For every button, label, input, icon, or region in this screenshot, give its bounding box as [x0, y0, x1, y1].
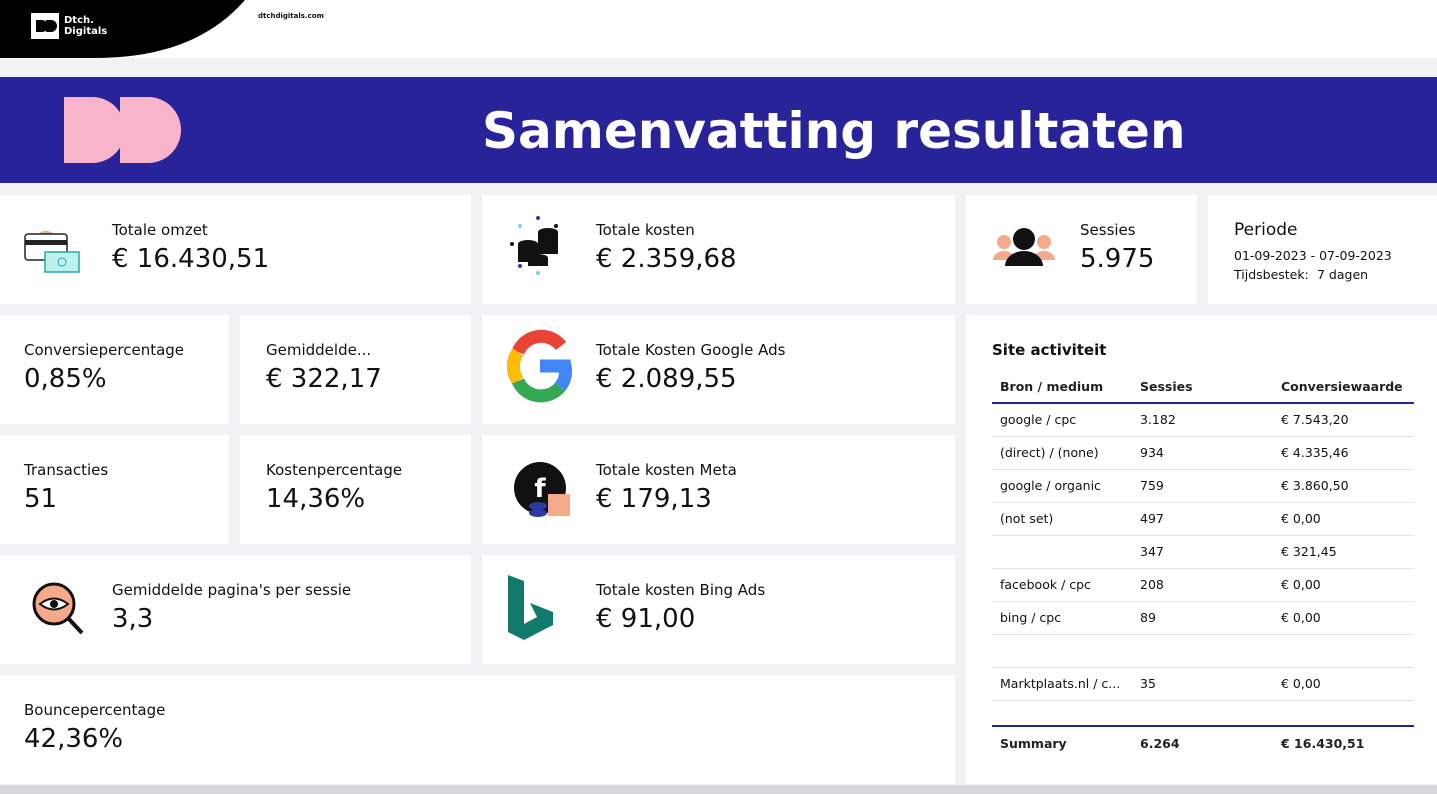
kpi-card: Totale kosten € 2.359,68 — [482, 195, 955, 304]
kpi-label: Totale kosten Meta — [596, 461, 737, 479]
kpi-label: Bouncepercentage — [24, 701, 166, 719]
summary-cell: € 16.430,51 — [1281, 736, 1365, 751]
row-rule — [992, 700, 1414, 701]
kpi-value: 5.975 — [1080, 244, 1155, 274]
table-cell: facebook / cpc — [1000, 577, 1091, 592]
period-label: Periode — [1234, 220, 1298, 240]
table-cell: Marktplaats.nl / c... — [1000, 676, 1121, 691]
kpi-card: Kostenpercentage 14,36% — [240, 435, 471, 544]
top-bar — [0, 0, 1437, 58]
period-range: 01-09-2023 - 07-09-2023 — [1234, 248, 1392, 263]
table-cell: € 7.543,20 — [1281, 412, 1349, 427]
kpi-value: € 179,13 — [596, 484, 712, 514]
kpi-label: Totale omzet — [112, 221, 208, 239]
column-header: Bron / medium — [1000, 379, 1104, 394]
table-cell: 208 — [1140, 577, 1164, 592]
kpi-card: Totale kosten Meta € 179,13 — [482, 435, 955, 544]
period-duration: 7 dagen — [1317, 267, 1369, 282]
kpi-value: € 2.089,55 — [596, 364, 737, 394]
summary-cell: Summary — [1000, 736, 1067, 751]
row-rule — [992, 436, 1414, 437]
brand-line: Digitals — [64, 26, 108, 37]
table-cell: € 0,00 — [1281, 676, 1321, 691]
kpi-label: Totale kosten Bing Ads — [596, 581, 766, 599]
bottom-bar — [0, 785, 1437, 794]
kpi-label: Gemiddelde pagina's per sessie — [112, 581, 352, 599]
row-rule — [992, 667, 1414, 668]
banner-logo — [64, 97, 181, 163]
kpi-value: € 16.430,51 — [112, 244, 270, 274]
column-header: Conversiewaarde — [1281, 379, 1403, 394]
brand-name: Dtch. Digitals — [64, 15, 107, 37]
kpi-card: Totale Kosten Google Ads € 2.089,55 — [482, 315, 955, 424]
kpi-value: € 322,17 — [266, 364, 382, 394]
table-cell: 3.182 — [1140, 412, 1176, 427]
table-cell: 497 — [1140, 511, 1164, 526]
kpi-value: € 2.359,68 — [596, 244, 737, 274]
period-card: Periode 01-09-2023 - 07-09-2023 Tijdsbeste… — [1208, 195, 1437, 304]
kpi-value: € 91,00 — [596, 604, 696, 634]
kpi-label: Kostenpercentage — [266, 461, 403, 479]
brand-shape — [0, 0, 245, 58]
table-cell: € 321,45 — [1281, 544, 1337, 559]
row-rule — [992, 469, 1414, 470]
table-cell: (direct) / (none) — [1000, 445, 1099, 460]
kpi-label: Gemiddelde... — [266, 341, 372, 359]
kpi-value: 0,85% — [24, 364, 107, 394]
table-cell: € 4.335,46 — [1281, 445, 1349, 460]
kpi-label: Transacties — [24, 461, 109, 479]
row-rule — [992, 634, 1414, 635]
kpi-card: Totale omzet € 16.430,51 — [0, 195, 471, 304]
kpi-card: Transacties 51 — [0, 435, 229, 544]
kpi-label: Totale Kosten Google Ads — [596, 341, 786, 359]
kpi-card: Sessies 5.975 — [966, 195, 1197, 304]
table-cell: € 0,00 — [1281, 577, 1321, 592]
table-cell: google / organic — [1000, 478, 1101, 493]
site-activity-card: Site activiteit Bron / medium Sessies Conve… — [966, 315, 1437, 784]
table-cell: € 0,00 — [1281, 610, 1321, 625]
table-cell: € 0,00 — [1281, 511, 1321, 526]
banner-title: Samenvatting resultaten — [482, 102, 1186, 160]
period-duration-label: Tijdsbestek: — [1234, 267, 1309, 282]
table-cell: 934 — [1140, 445, 1164, 460]
banner — [0, 77, 1437, 183]
summary-rule — [992, 725, 1414, 727]
summary-cell: 6.264 — [1140, 736, 1180, 751]
table-cell: bing / cpc — [1000, 610, 1062, 625]
kpi-label: Conversiepercentage — [24, 341, 185, 359]
row-rule — [992, 502, 1414, 503]
kpi-card: Gemiddelde pagina's per sessie 3,3 — [0, 555, 471, 664]
kpi-value: 42,36% — [24, 724, 124, 754]
kpi-card: Gemiddelde... € 322,17 — [240, 315, 471, 424]
kpi-value: 3,3 — [112, 604, 154, 634]
kpi-card: Totale kosten Bing Ads € 91,00 — [482, 555, 955, 664]
header-rule — [992, 402, 1414, 404]
table-cell: € 3.860,50 — [1281, 478, 1349, 493]
kpi-label: Sessies — [1080, 221, 1136, 239]
table-cell: 89 — [1140, 610, 1156, 625]
table-cell: 35 — [1140, 676, 1156, 691]
brand-line: Dtch. — [64, 15, 94, 26]
row-rule — [992, 568, 1414, 569]
row-rule — [992, 535, 1414, 536]
kpi-card: Bouncepercentage 42,36% — [0, 675, 955, 784]
brand-url: dtchdigitals.com — [258, 12, 324, 20]
table-title: Site activiteit — [992, 341, 1107, 359]
table-cell: 759 — [1140, 478, 1164, 493]
kpi-label: Totale kosten — [596, 221, 695, 239]
column-header: Sessies — [1140, 379, 1193, 394]
table-cell: (not set) — [1000, 511, 1054, 526]
kpi-value: 14,36% — [266, 484, 366, 514]
table-cell: google / cpc — [1000, 412, 1077, 427]
kpi-card: Conversiepercentage 0,85% — [0, 315, 229, 424]
kpi-value: 51 — [24, 484, 58, 514]
table-cell: 347 — [1140, 544, 1164, 559]
row-rule — [992, 601, 1414, 602]
